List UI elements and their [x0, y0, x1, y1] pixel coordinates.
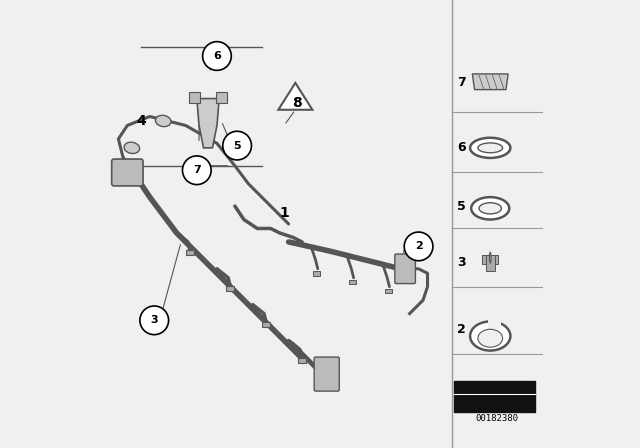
Text: 6: 6	[457, 141, 465, 155]
FancyBboxPatch shape	[314, 357, 339, 391]
Text: 5: 5	[457, 199, 465, 213]
Ellipse shape	[478, 143, 502, 153]
Ellipse shape	[124, 142, 140, 154]
Text: 2: 2	[457, 323, 465, 336]
Bar	[482, 255, 499, 264]
Bar	[314, 271, 321, 276]
Ellipse shape	[470, 138, 511, 158]
Bar	[186, 250, 194, 255]
Polygon shape	[490, 252, 491, 263]
Circle shape	[223, 131, 252, 160]
Bar	[488, 311, 502, 329]
Text: 3: 3	[150, 315, 158, 325]
Ellipse shape	[478, 329, 502, 347]
Ellipse shape	[479, 202, 502, 214]
Bar	[298, 358, 306, 363]
Ellipse shape	[471, 197, 509, 220]
Text: 1: 1	[279, 206, 289, 220]
Circle shape	[140, 306, 168, 335]
Text: 5: 5	[234, 141, 241, 151]
Circle shape	[404, 232, 433, 261]
Bar	[454, 381, 535, 412]
FancyBboxPatch shape	[112, 159, 143, 186]
Polygon shape	[472, 74, 508, 90]
Bar	[349, 280, 356, 284]
Circle shape	[182, 156, 211, 185]
Bar	[189, 92, 200, 103]
Bar	[486, 255, 495, 271]
Text: 00182380: 00182380	[476, 414, 518, 423]
Text: 4: 4	[136, 114, 146, 128]
Ellipse shape	[156, 115, 171, 127]
Text: 8: 8	[292, 96, 301, 110]
Bar	[385, 289, 392, 293]
Text: 3: 3	[457, 255, 465, 269]
Text: 7: 7	[193, 165, 201, 175]
Circle shape	[203, 42, 231, 70]
FancyBboxPatch shape	[395, 254, 415, 284]
Bar	[226, 286, 234, 291]
Text: 2: 2	[415, 241, 422, 251]
Polygon shape	[197, 99, 220, 148]
Ellipse shape	[470, 322, 511, 350]
Text: 7: 7	[457, 76, 465, 90]
Bar	[262, 322, 270, 327]
Text: 6: 6	[213, 51, 221, 61]
Text: !: !	[293, 98, 298, 107]
Bar	[216, 92, 227, 103]
Polygon shape	[278, 83, 312, 110]
